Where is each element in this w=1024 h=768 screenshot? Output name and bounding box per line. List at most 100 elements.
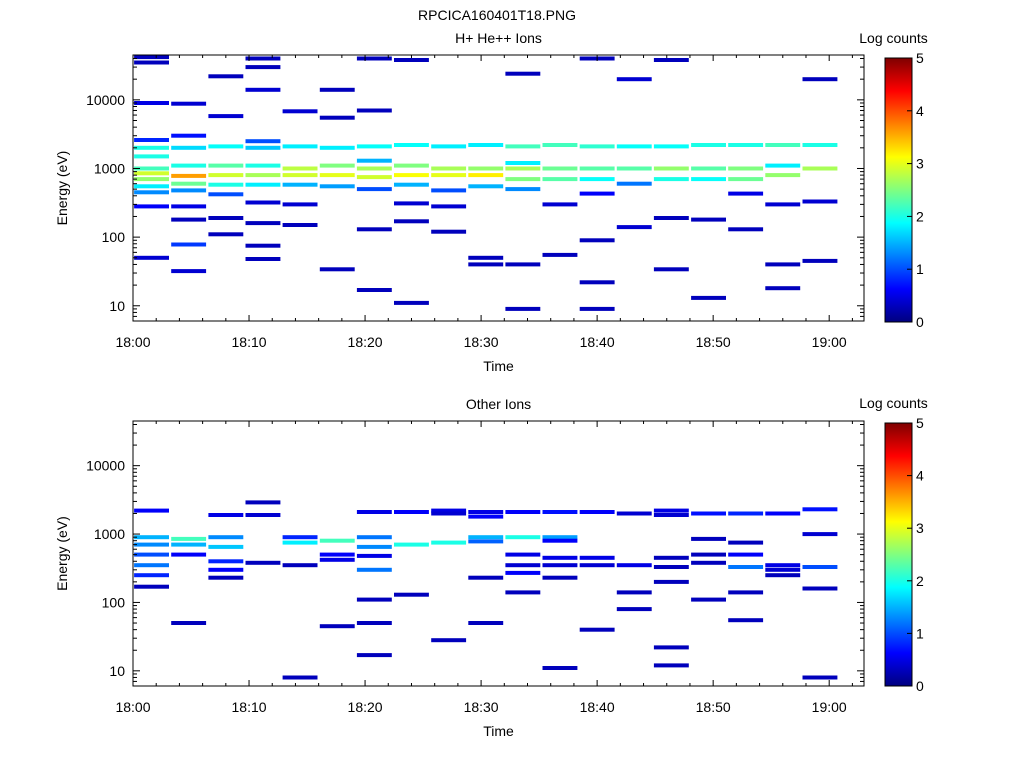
heatmap-cell bbox=[765, 567, 801, 572]
heatmap-cell bbox=[468, 262, 504, 267]
colorbar-tick-label: 2 bbox=[916, 573, 924, 589]
heatmap-cell bbox=[691, 143, 726, 147]
heatmap-cell bbox=[356, 544, 392, 549]
heatmap-cell bbox=[691, 552, 726, 557]
heatmap-cell bbox=[542, 252, 578, 257]
heatmap-cell bbox=[208, 182, 244, 187]
colorbar-tick-label: 4 bbox=[916, 468, 924, 484]
x-tick-label: 18:50 bbox=[696, 699, 731, 715]
heatmap-cell bbox=[356, 567, 392, 572]
heatmap-cell bbox=[245, 87, 281, 92]
heatmap-cell bbox=[579, 555, 615, 560]
heatmap-cell bbox=[319, 624, 355, 629]
heatmap-cell bbox=[171, 101, 207, 106]
heatmap-cell bbox=[319, 173, 355, 178]
heatmap-cell bbox=[542, 143, 578, 147]
heatmap-cell bbox=[431, 166, 467, 171]
heatmap-cell bbox=[802, 532, 838, 537]
heatmap-cell bbox=[505, 552, 541, 557]
y-tick-label: 1000 bbox=[94, 160, 125, 176]
heatmap-cell bbox=[134, 535, 169, 540]
heatmap-cell bbox=[653, 216, 689, 220]
heatmap-cell bbox=[653, 144, 689, 149]
y-axis-label: Energy (eV) bbox=[54, 151, 70, 226]
x-axis-label: Time bbox=[483, 723, 514, 739]
heatmap-cell bbox=[728, 590, 764, 595]
x-tick-label: 18:00 bbox=[115, 699, 150, 715]
heatmap-cell bbox=[505, 177, 541, 182]
heatmap-cell bbox=[282, 563, 318, 568]
heatmap-cell bbox=[579, 144, 615, 149]
heatmap-cell bbox=[653, 58, 689, 62]
heatmap-cell bbox=[468, 514, 504, 519]
heatmap-cell bbox=[356, 288, 392, 292]
heatmap-cell bbox=[356, 227, 392, 232]
colorbar bbox=[884, 422, 913, 687]
heatmap-cell bbox=[802, 565, 838, 569]
heatmap-cell bbox=[765, 563, 801, 568]
plot-frame bbox=[132, 420, 865, 687]
panel-title: H+ He++ Ions bbox=[455, 30, 542, 46]
heatmap-cell bbox=[653, 555, 689, 560]
heatmap-cell bbox=[505, 187, 541, 192]
figure-title: RPCICA160401T18.PNG bbox=[418, 7, 576, 23]
heatmap-cell bbox=[542, 535, 578, 540]
heatmap-cell bbox=[171, 242, 207, 247]
heatmap-cell bbox=[505, 161, 541, 165]
heatmap-cell bbox=[542, 538, 578, 543]
heatmap-cell bbox=[134, 542, 169, 547]
plot-frame bbox=[132, 54, 865, 322]
heatmap-cell bbox=[208, 114, 244, 119]
heatmap-cell bbox=[356, 653, 392, 658]
heatmap-cell bbox=[505, 563, 541, 568]
colorbar-label: Log counts bbox=[859, 30, 928, 46]
heatmap-cell bbox=[356, 56, 392, 61]
heatmap-cell bbox=[728, 227, 764, 232]
x-tick-label: 18:30 bbox=[464, 699, 499, 715]
heatmap-cell bbox=[319, 538, 355, 543]
heatmap-cell bbox=[542, 177, 578, 182]
heatmap-cell bbox=[802, 258, 838, 263]
heatmap-cell bbox=[245, 56, 281, 61]
heatmap-cell bbox=[171, 536, 207, 541]
heatmap-cell bbox=[802, 675, 838, 680]
heatmap-cell bbox=[134, 101, 169, 105]
heatmap-cell bbox=[542, 575, 578, 580]
heatmap-cell bbox=[468, 255, 504, 260]
heatmap-cell bbox=[653, 663, 689, 668]
y-axis-label: Energy (eV) bbox=[54, 516, 70, 591]
heatmap-cell bbox=[653, 177, 689, 182]
x-tick-label: 18:00 bbox=[115, 334, 150, 350]
x-tick-label: 18:40 bbox=[580, 334, 615, 350]
heatmap-cell bbox=[356, 175, 392, 180]
heatmap-cell bbox=[134, 204, 169, 209]
heatmap-cell bbox=[802, 586, 838, 591]
colorbar-tick-label: 1 bbox=[916, 625, 924, 641]
heatmap-cell bbox=[208, 513, 244, 517]
heatmap-cell bbox=[505, 306, 541, 311]
heatmap-cell bbox=[728, 540, 764, 545]
heatmap-cell bbox=[765, 511, 801, 516]
heatmap-cell bbox=[245, 139, 281, 144]
heatmap-cell bbox=[728, 618, 764, 623]
heatmap-cell bbox=[134, 184, 169, 189]
heatmap-cell bbox=[802, 199, 838, 204]
heatmap-cell bbox=[431, 540, 467, 545]
heatmap-cell bbox=[505, 570, 541, 575]
heatmap-cell bbox=[691, 560, 726, 565]
heatmap-cell bbox=[245, 221, 281, 226]
y-tick-label: 100 bbox=[102, 229, 126, 245]
heatmap-cell bbox=[394, 592, 429, 597]
heatmap-cell bbox=[171, 188, 207, 193]
heatmap-cell bbox=[691, 536, 726, 541]
heatmap-cell bbox=[653, 267, 689, 272]
heatmap-cell bbox=[208, 544, 244, 549]
x-tick-label: 18:40 bbox=[580, 699, 615, 715]
heatmap-cell bbox=[802, 77, 838, 82]
heatmap-cell bbox=[134, 190, 169, 195]
heatmap-cell bbox=[171, 181, 207, 186]
colorbar-tick-label: 0 bbox=[916, 678, 924, 694]
heatmap-cell bbox=[542, 563, 578, 568]
heatmap-cell bbox=[765, 286, 801, 291]
heatmap-cell bbox=[356, 187, 392, 192]
